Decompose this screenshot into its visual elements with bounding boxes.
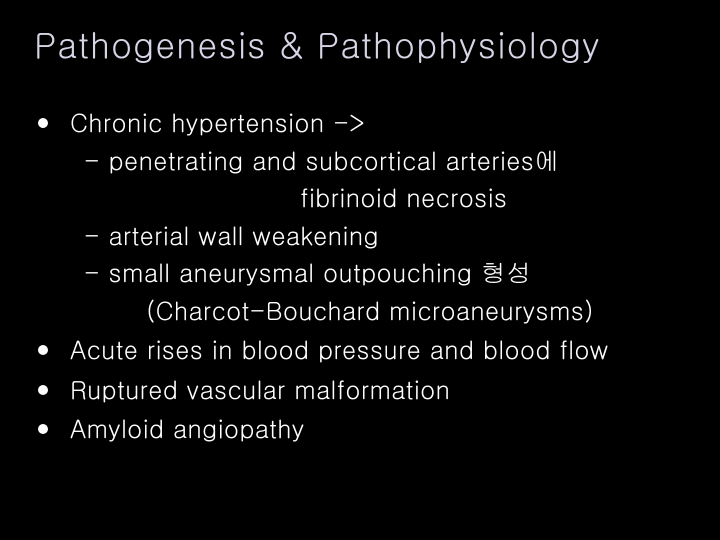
bullet-icon	[38, 385, 48, 395]
line: Chronic hypertension ->	[70, 105, 365, 140]
bullet-icon	[38, 118, 48, 128]
sub-line-paren: (Charcot-Bouchard microaneurysms)	[70, 292, 594, 330]
bullet-icon	[38, 424, 48, 434]
list-item: Amyloid angiopathy	[38, 410, 692, 448]
item-text: Amyloid angiopathy	[70, 410, 305, 448]
item-text: Ruptured vascular malformation	[70, 371, 450, 409]
list-item: Ruptured vascular malformation	[38, 371, 692, 409]
sub-line: - penetrating and subcortical arteries에	[70, 142, 594, 180]
list-item: Chronic hypertension -> - penetrating an…	[38, 104, 692, 329]
item-text: Acute rises in blood pressure and blood …	[70, 331, 609, 369]
sub-line: - small aneurysmal outpouching 형성	[70, 254, 594, 292]
sub-line: - arterial wall weakening	[70, 217, 594, 255]
slide-body: Chronic hypertension -> - penetrating an…	[28, 104, 692, 448]
item-text: Chronic hypertension -> - penetrating an…	[70, 104, 594, 329]
bullet-icon	[38, 345, 48, 355]
sub-line-indent: fibrinoid necrosis	[70, 179, 594, 217]
slide-title: Pathogenesis & Pathophysiology	[28, 18, 692, 68]
list-item: Acute rises in blood pressure and blood …	[38, 331, 692, 369]
